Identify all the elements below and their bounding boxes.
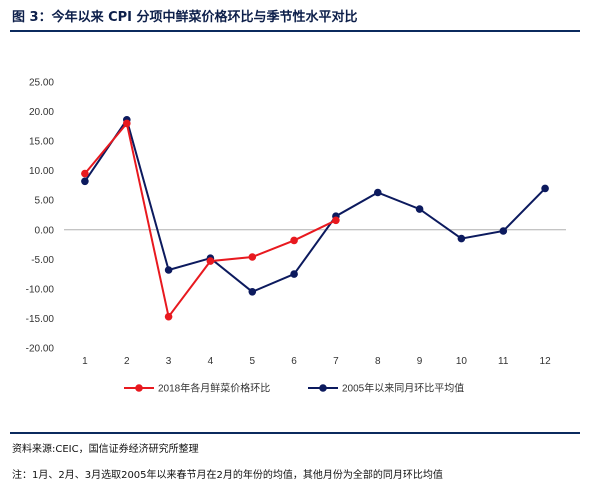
- x-tick-label: 10: [456, 356, 468, 367]
- y-tick-label: -5.00: [31, 255, 54, 266]
- figure-title: 图 3：今年以来 CPI 分项中鲜菜价格环比与季节性水平对比: [12, 10, 358, 25]
- series-layer: [81, 116, 549, 321]
- data-point-series-2: [415, 205, 424, 213]
- data-point-series-2: [499, 227, 508, 235]
- data-point-series-1: [206, 257, 215, 265]
- y-tick-label: -15.00: [26, 314, 55, 325]
- y-tick-label: 25.00: [29, 78, 54, 89]
- legend-swatch-marker: [135, 384, 143, 392]
- data-point-series-1: [164, 312, 173, 321]
- x-tick-label: 1: [82, 356, 88, 367]
- x-axis: 1 2 3 4 5 6 7 8 9 10 11 12: [82, 356, 551, 367]
- data-point-series-2: [374, 188, 382, 197]
- source-note: 资料来源:CEIC，国信证券经济研究所整理: [12, 444, 199, 455]
- y-axis: 25.00 20.00 15.00 10.00 5.00 0.00 -5.00 -10.00 -…: [26, 78, 55, 355]
- y-tick-label: 20.00: [29, 107, 54, 118]
- x-tick-label: 12: [540, 356, 552, 367]
- y-tick-label: 0.00: [35, 225, 55, 236]
- data-point-series-2: [290, 270, 298, 278]
- y-tick-label: -10.00: [26, 284, 55, 295]
- x-tick-label: 2: [124, 356, 130, 367]
- legend-swatch-marker: [319, 384, 327, 392]
- y-tick-label: 5.00: [35, 196, 55, 207]
- x-tick-label: 5: [249, 356, 255, 367]
- data-point-series-1: [81, 169, 89, 178]
- data-point-series-1: [248, 253, 257, 261]
- legend: 2018年各月鲜菜价格环比 2005年以来同月环比平均值: [124, 382, 464, 395]
- footer-rule: [10, 432, 580, 434]
- x-tick-label: 6: [291, 356, 297, 367]
- x-tick-label: 9: [417, 356, 423, 367]
- x-tick-label: 3: [166, 356, 172, 367]
- x-tick-label: 11: [498, 356, 509, 367]
- data-point-series-1: [290, 236, 298, 245]
- y-tick-label: -20.00: [26, 344, 55, 355]
- series-line-1: [84, 121, 337, 320]
- title-rule: [10, 30, 580, 32]
- data-point-series-2: [81, 177, 89, 186]
- method-note: 注：1月、2月、3月选取2005年以来春节月在2月的年份的均值，其他月份为全部的…: [12, 470, 443, 481]
- legend-label: 2005年以来同月环比平均值: [342, 382, 464, 395]
- data-point-series-1: [123, 119, 131, 128]
- x-tick-label: 8: [375, 356, 381, 367]
- data-point-series-2: [164, 266, 173, 274]
- line-chart: 25.00 20.00 15.00 10.00 5.00 0.00 -5.00 -10.00 -…: [26, 78, 566, 395]
- data-point-series-2: [457, 234, 466, 243]
- series-line-2: [84, 117, 546, 293]
- y-tick-label: 10.00: [29, 166, 54, 177]
- x-tick-label: 4: [208, 356, 214, 367]
- data-point-series-2: [248, 288, 257, 296]
- y-tick-label: 15.00: [29, 137, 54, 148]
- x-tick-label: 7: [333, 356, 339, 367]
- data-point-series-2: [541, 184, 549, 193]
- legend-label: 2018年各月鲜菜价格环比: [158, 382, 270, 395]
- data-point-series-1: [332, 216, 340, 225]
